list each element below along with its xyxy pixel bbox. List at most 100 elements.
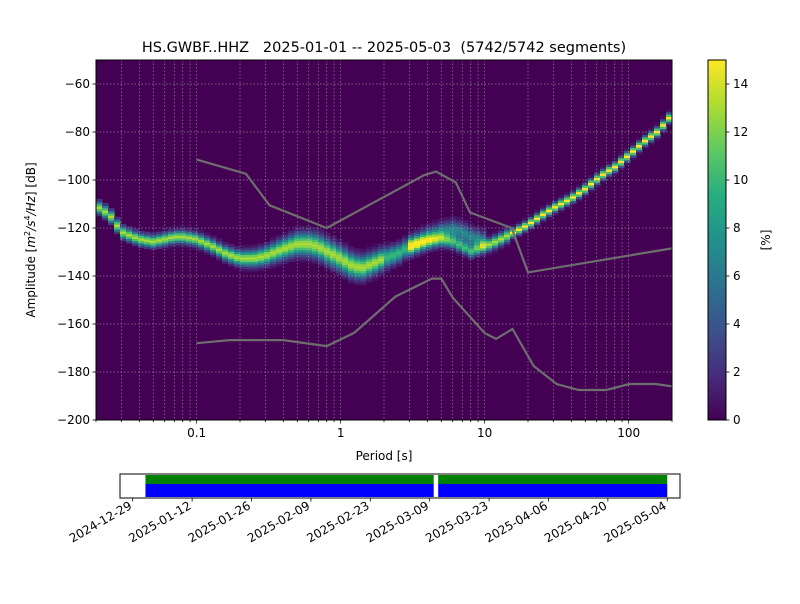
heatmap-cell	[312, 234, 319, 238]
heatmap-cell	[246, 249, 253, 253]
heatmap-cell	[420, 229, 427, 233]
heatmap-cell	[504, 236, 511, 240]
colorbar-tick-label: 6	[733, 269, 741, 283]
heatmap-cell	[618, 157, 625, 161]
heatmap-cell	[360, 251, 367, 255]
heatmap-cell	[450, 218, 457, 222]
heatmap-cell	[384, 267, 391, 271]
heatmap-cell	[312, 236, 319, 240]
heatmap-cell	[300, 237, 307, 241]
heatmap-cell	[360, 273, 367, 277]
heatmap-cell	[444, 222, 451, 225]
heatmap-cell	[120, 238, 127, 242]
heatmap-cell	[426, 244, 433, 248]
heatmap-cell	[300, 244, 307, 248]
heatmap-cell	[216, 238, 223, 242]
heatmap-cell	[282, 249, 289, 253]
heatmap-cell	[150, 235, 157, 239]
heatmap-cell	[126, 235, 133, 239]
heatmap-cell	[360, 253, 367, 257]
heatmap-cell	[606, 166, 613, 170]
availability-ticks: 2024-12-292025-01-122025-01-262025-02-09…	[67, 498, 669, 545]
heatmap-cell	[396, 253, 403, 257]
heatmap-cell	[384, 262, 391, 266]
heatmap-cell	[300, 230, 307, 234]
heatmap-cell	[576, 191, 583, 195]
heatmap-cell	[342, 254, 349, 258]
heatmap-cell	[192, 232, 199, 236]
availability-tick-label: 2025-01-26	[186, 498, 253, 545]
heatmap-cell	[288, 256, 295, 260]
availability-tick-label: 2025-02-09	[245, 498, 312, 545]
heatmap-cell	[144, 243, 151, 247]
heatmap-cell	[276, 251, 283, 255]
heatmap-cell	[366, 256, 373, 260]
heatmap-cell	[282, 256, 289, 260]
heatmap-cell	[348, 248, 355, 252]
heatmap-cell	[480, 240, 487, 244]
heatmap-cell	[414, 252, 421, 256]
heatmap-cell	[234, 265, 241, 269]
heatmap-cell	[408, 249, 415, 253]
heatmap-cell	[396, 256, 403, 260]
heatmap-cell	[474, 249, 481, 253]
heatmap-cell	[582, 182, 589, 186]
heatmap-cell	[132, 233, 139, 237]
heatmap-cell	[558, 207, 565, 211]
heatmap-cell	[612, 170, 619, 174]
heatmap-cell	[348, 272, 355, 276]
heatmap-cell	[324, 237, 331, 241]
heatmap-cell	[276, 246, 283, 250]
heatmap-cell	[546, 206, 553, 210]
heatmap-cell	[318, 260, 325, 264]
heatmap-cell	[222, 253, 229, 257]
heatmap-cell	[594, 172, 601, 176]
heatmap-cell	[270, 246, 277, 250]
heatmap-cell	[324, 264, 331, 268]
heatmap-cell	[336, 248, 343, 252]
heatmap-cell	[162, 232, 169, 236]
heatmap-cell	[432, 241, 439, 245]
x-tick-label: 100	[617, 426, 640, 440]
heatmap-cell	[132, 235, 139, 239]
heatmap-cell	[390, 246, 397, 250]
heatmap-cell	[318, 246, 325, 250]
colorbar-tick-label: 12	[733, 125, 748, 139]
heatmap-cell	[180, 242, 187, 246]
heatmap-cell	[648, 130, 655, 134]
heatmap-cell	[240, 268, 247, 272]
heatmap-cell	[462, 239, 469, 243]
heatmap-cell	[252, 261, 259, 265]
heatmap-cell	[102, 202, 109, 206]
heatmap-cell	[384, 265, 391, 269]
heatmap-cell	[558, 199, 565, 203]
heatmap-cell	[282, 244, 289, 248]
heatmap-cell	[318, 258, 325, 262]
heatmap-cell	[162, 227, 169, 231]
heatmap-cell	[612, 162, 619, 166]
heatmap-cell	[330, 248, 337, 252]
heatmap-cell	[336, 272, 343, 276]
heatmap-cell	[450, 237, 457, 241]
heatmap-cell	[558, 197, 565, 201]
heatmap-cell	[264, 244, 271, 248]
heatmap-cell	[342, 247, 349, 251]
heatmap-cell	[612, 158, 619, 162]
heatmap-cell	[306, 256, 313, 260]
heatmap-cell	[600, 172, 607, 176]
heatmap-cell	[342, 252, 349, 256]
heatmap-cell	[312, 251, 319, 255]
heatmap-cell	[354, 253, 361, 257]
heatmap-cell	[216, 248, 223, 252]
heatmap-cell	[474, 242, 481, 246]
heatmap-cell	[312, 258, 319, 262]
heatmap-cell	[570, 190, 577, 194]
heatmap-cell	[402, 257, 409, 261]
heatmap-cell	[420, 245, 427, 249]
heatmap-cell	[300, 256, 307, 260]
heatmap-cell	[456, 245, 463, 249]
heatmap-cell	[330, 255, 337, 259]
availability-tick-label: 2025-04-20	[542, 498, 609, 545]
colorbar-label: [%]	[759, 230, 773, 251]
heatmap-cell	[456, 252, 463, 256]
